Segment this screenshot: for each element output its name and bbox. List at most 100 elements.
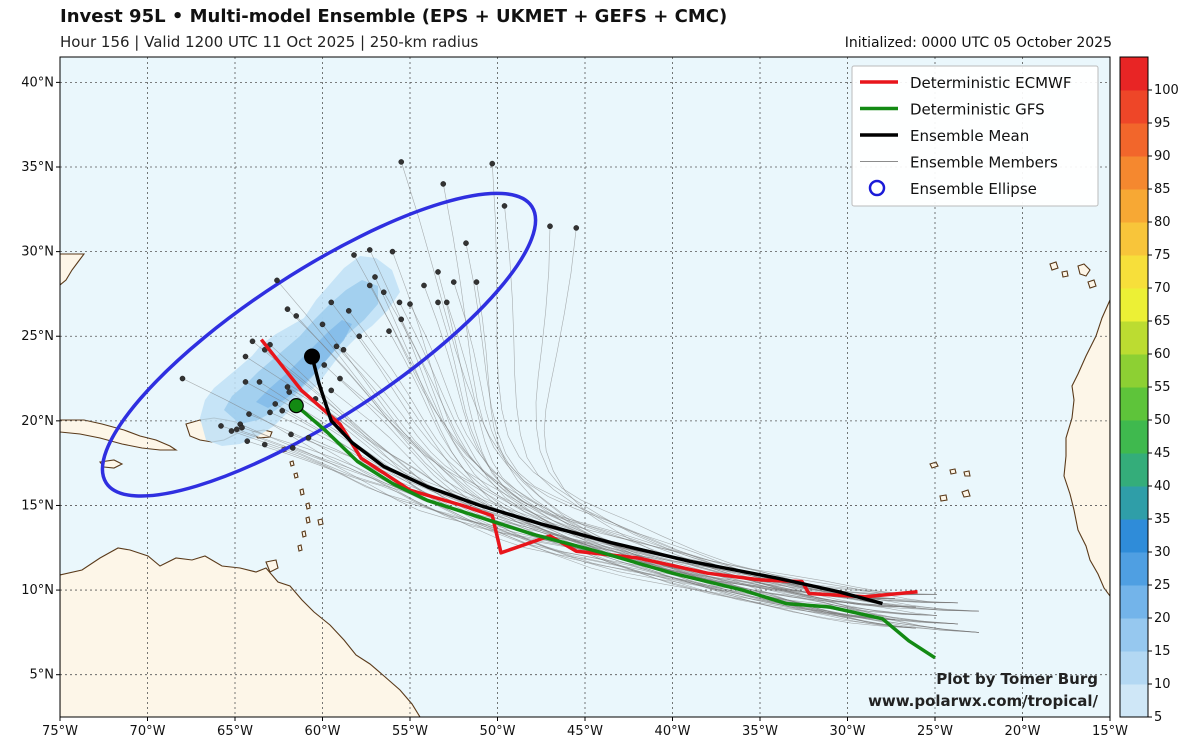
colorbar-segment <box>1120 486 1148 520</box>
initialized-time: Initialized: 0000 UTC 05 October 2025 <box>844 35 1112 51</box>
legend-item-label: Ensemble Members <box>910 154 1058 172</box>
colorbar-label: 65 <box>1154 314 1171 329</box>
ensemble-member-track <box>443 183 916 629</box>
florida-land <box>60 253 86 286</box>
latitude-labels: 5°N 10°N 15°N 20°N 25°N 30°N 35°N 40°N <box>21 75 60 683</box>
member-position-point <box>293 313 300 319</box>
colorbar-label: 100 <box>1154 83 1179 98</box>
member-position-point <box>547 223 553 230</box>
ensemble-member-track <box>247 440 916 608</box>
colorbar-label: 80 <box>1154 215 1171 230</box>
member-position-point <box>179 375 186 382</box>
colorbar-label: 95 <box>1154 116 1171 131</box>
ensemble-member-track <box>264 444 895 620</box>
member-position-point <box>228 428 235 434</box>
member-position-point <box>274 277 280 284</box>
ensemble-member-track <box>446 302 958 625</box>
ensemble-member-points <box>179 159 580 451</box>
lat-tick-label: 25°N <box>21 329 54 344</box>
colorbar: 5 10 15 20 25 30 35 40 45 50 55 60 65 70 75 80 85 90 95 100 <box>1119 56 1179 725</box>
member-position-point <box>218 423 224 429</box>
lon-tick-label: 50°W <box>480 724 516 739</box>
colorbar-segment <box>1120 519 1148 553</box>
lon-tick-label: 75°W <box>42 724 78 739</box>
ensemble-member-track <box>315 398 916 629</box>
lat-tick-label: 30°N <box>21 245 54 260</box>
colorbar-segment <box>1120 585 1148 619</box>
colorbar-segment <box>1120 651 1148 685</box>
page-title: Invest 95L • Multi-model Ensemble (EPS +… <box>60 6 728 27</box>
ensemble-member-track <box>423 285 937 616</box>
gfs-position-marker[interactable] <box>288 398 304 414</box>
member-position-point <box>407 301 413 307</box>
colorbar-label: 70 <box>1154 281 1171 296</box>
lon-tick-label: 60°W <box>305 724 341 739</box>
member-position-point <box>345 308 352 314</box>
member-position-point <box>284 384 291 390</box>
lon-tick-label: 35°W <box>742 724 778 739</box>
colorbar-segment <box>1120 453 1148 487</box>
page-subtitle: Hour 156 | Valid 1200 UTC 11 Oct 2025 | … <box>60 33 479 51</box>
lon-tick-label: 70°W <box>130 724 166 739</box>
member-position-point <box>337 375 343 382</box>
lat-tick-label: 20°N <box>21 414 54 429</box>
lon-tick-label: 20°W <box>1005 724 1041 739</box>
lat-tick-label: 40°N <box>21 75 54 90</box>
member-position-point <box>328 299 335 306</box>
ensemble-member-track <box>504 205 979 633</box>
ensemble-member-track <box>437 271 916 629</box>
member-position-point <box>305 434 312 441</box>
member-position-point <box>450 279 457 285</box>
lon-tick-label: 65°W <box>217 724 253 739</box>
member-position-point <box>366 282 373 289</box>
colorbar-segment <box>1120 618 1148 652</box>
lon-tick-label: 40°W <box>655 724 691 739</box>
ensemble-mean-track[interactable] <box>310 356 883 606</box>
colorbar-segment <box>1120 255 1148 289</box>
member-position-point <box>319 321 326 328</box>
member-position-point <box>463 240 469 246</box>
legend-item-label: Ensemble Mean <box>910 127 1029 145</box>
member-position-point <box>380 289 387 296</box>
member-position-point <box>288 431 294 438</box>
member-position-point <box>286 389 293 395</box>
colorbar-segment <box>1120 156 1148 190</box>
colorbar-segment <box>1120 387 1148 421</box>
member-position-point <box>435 299 441 306</box>
ensemble-member-track <box>353 254 937 595</box>
ensemble-member-track <box>543 227 937 616</box>
member-position-point <box>398 316 405 323</box>
colorbar-label: 45 <box>1154 446 1171 461</box>
member-position-point <box>249 338 256 345</box>
gfs-track[interactable] <box>295 404 936 660</box>
member-position-point <box>443 299 450 306</box>
ensemble-member-track <box>348 310 958 604</box>
ensemble-mean-position-marker[interactable] <box>304 348 320 365</box>
member-position-point <box>267 409 273 416</box>
legend-item-label: Deterministic GFS <box>910 101 1045 119</box>
lon-tick-label: 30°W <box>830 724 866 739</box>
colorbar-segment <box>1120 354 1148 388</box>
colorbar-label: 90 <box>1154 149 1171 164</box>
ensemble-member-track <box>252 341 916 608</box>
member-position-point <box>244 438 251 444</box>
colorbar-label: 50 <box>1154 413 1171 428</box>
member-position-point <box>372 274 378 280</box>
member-position-point <box>328 387 335 394</box>
colorbar-segment <box>1120 222 1148 256</box>
member-position-point <box>261 441 268 448</box>
colorbar-label: 55 <box>1154 380 1171 395</box>
member-position-point <box>340 346 347 353</box>
member-position-point <box>389 248 396 255</box>
colorbar-segment <box>1120 321 1148 355</box>
member-position-point <box>473 279 480 285</box>
member-position-point <box>233 426 240 433</box>
ensemble-member-track <box>535 226 958 604</box>
colorbar-label: 25 <box>1154 578 1171 593</box>
lon-tick-label: 15°W <box>1092 724 1128 739</box>
ensemble-ellipse[interactable] <box>66 145 572 545</box>
member-position-point <box>256 379 263 385</box>
colorbar-segment <box>1120 684 1148 718</box>
member-position-point <box>396 299 403 306</box>
